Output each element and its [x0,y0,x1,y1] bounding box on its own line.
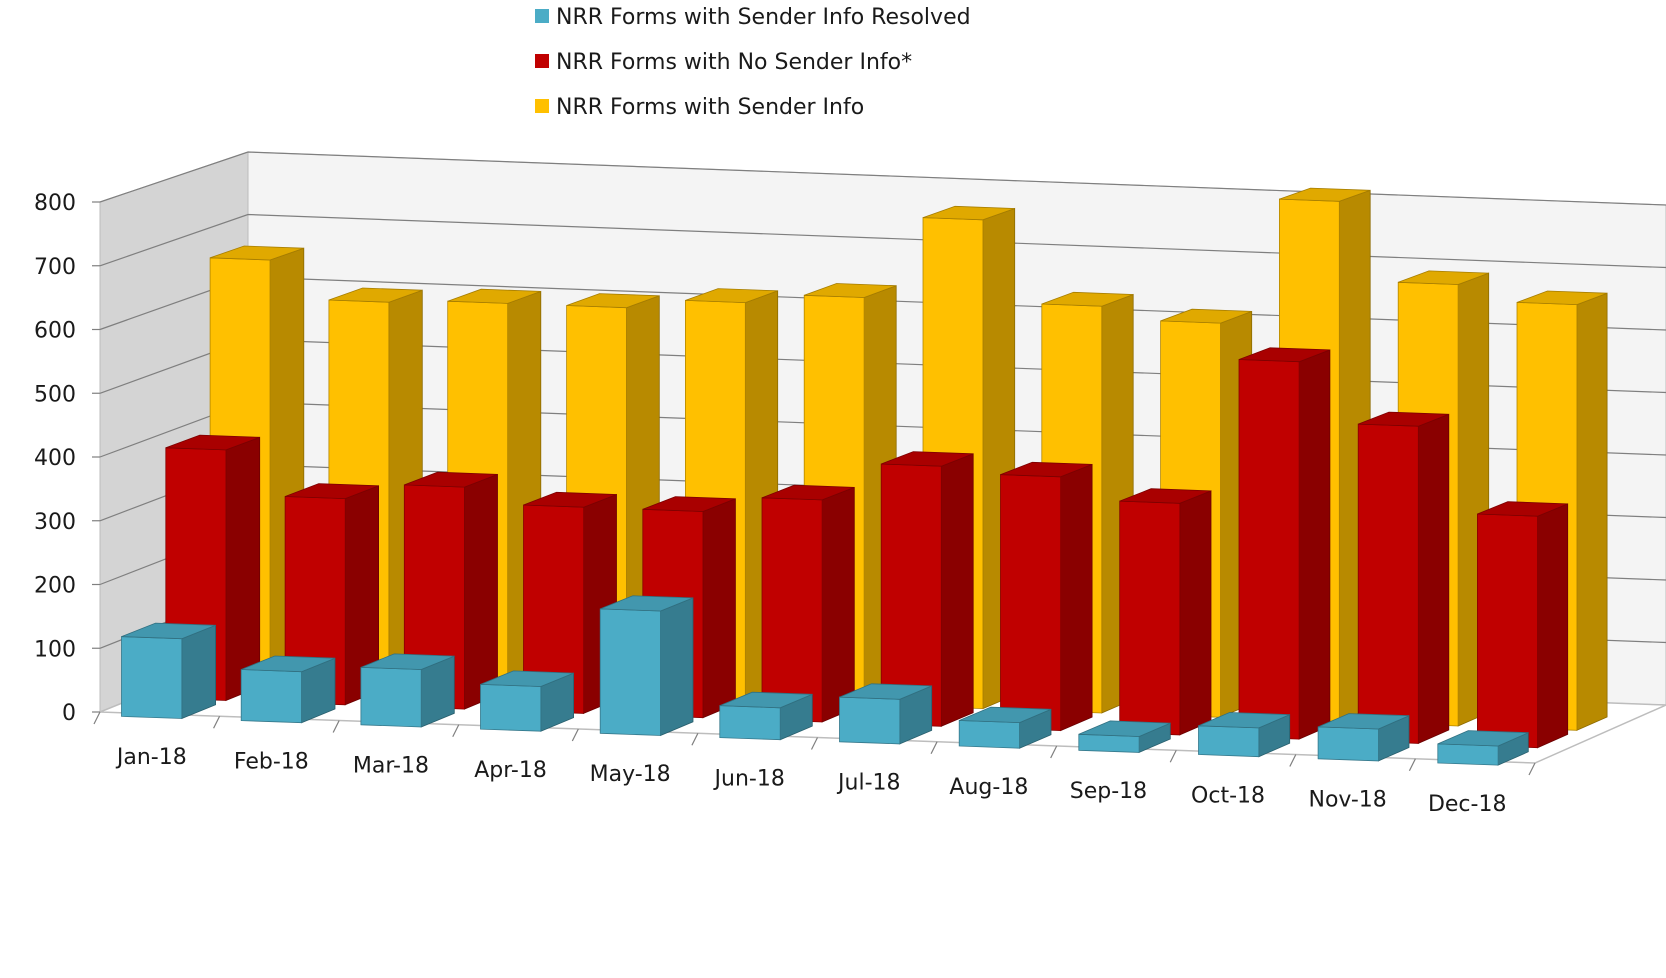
x-tick-label: Nov-18 [1308,788,1386,813]
legend-label: NRR Forms with Sender Info Resolved [556,5,971,30]
legend-label: NRR Forms with No Sender Info* [556,50,912,75]
gridline [99,213,1666,269]
x-tick-mark [1528,762,1536,776]
x-axis-ticks: Jan-18 Feb-18 Mar-18 Apr-18 May-18 Jun-18 Jul-… [93,711,1536,817]
x-tick-mark [213,715,221,729]
x-tick-label: Jul-18 [836,771,900,796]
legend-item: NRR Forms with Sender Info [535,95,864,120]
y-tick-label: 500 [34,382,76,407]
x-tick-mark [1050,745,1058,759]
bar [1198,712,1291,758]
y-tick-label: 400 [34,446,76,471]
x-tick-mark [1408,758,1416,772]
bar [480,670,574,732]
bar [599,595,694,737]
x-tick-label: Jun-18 [713,766,785,791]
y-axis-ticks: 0 100 200 300 400 500 600 700 800 [34,191,100,726]
bar [1238,347,1331,740]
series-1 [121,595,1529,766]
x-tick-mark [452,724,460,738]
legend-item: NRR Forms with Sender Info Resolved [535,5,971,30]
x-tick-mark [571,728,579,742]
bar [1477,501,1569,749]
bar [284,483,380,706]
gridline [99,151,1666,206]
bar [121,622,217,720]
y-tick-label: 0 [62,701,76,726]
bar [1437,730,1529,766]
bar [839,683,933,745]
bar [1119,488,1212,736]
bar [719,691,813,741]
x-tick-mark [930,741,938,755]
x-tick-label: Feb-18 [234,749,309,774]
bar [1357,411,1450,745]
y-tick-label: 200 [34,574,76,599]
x-tick-label: Oct-18 [1191,783,1265,808]
legend-swatch [535,54,549,68]
x-tick-label: Jan-18 [115,745,187,770]
x-tick-mark [1289,754,1297,767]
y-tick-label: 800 [34,191,76,216]
x-tick-mark [93,711,101,725]
y-tick-label: 100 [34,637,76,662]
x-tick-label: Apr-18 [474,758,547,783]
x-tick-mark [810,737,819,750]
y-tick-label: 300 [34,510,76,535]
legend-swatch [535,9,549,23]
bar [1000,461,1093,732]
x-tick-label: Sep-18 [1070,779,1147,804]
bars [121,187,1608,766]
x-tick-mark [1169,749,1177,763]
bar [240,655,336,724]
bar [403,471,498,710]
bar [1078,720,1171,754]
bar [880,451,974,727]
bar [761,484,855,723]
bar [958,706,1052,749]
legend-label: NRR Forms with Sender Info [556,95,864,120]
bar [360,653,455,728]
x-tick-mark [332,720,340,733]
legend-swatch [535,99,549,113]
x-tick-label: Dec-18 [1428,792,1507,817]
x-tick-label: Mar-18 [353,754,429,779]
bar [1317,713,1410,762]
y-tick-label: 700 [34,255,76,280]
x-tick-label: Aug-18 [949,775,1028,800]
x-tick-mark [691,732,699,746]
x-tick-label: May-18 [590,762,671,787]
legend: NRR Forms with Sender Info Resolved NRR F… [535,5,971,120]
legend-item: NRR Forms with No Sender Info* [535,50,912,75]
y-tick-label: 600 [34,319,76,344]
